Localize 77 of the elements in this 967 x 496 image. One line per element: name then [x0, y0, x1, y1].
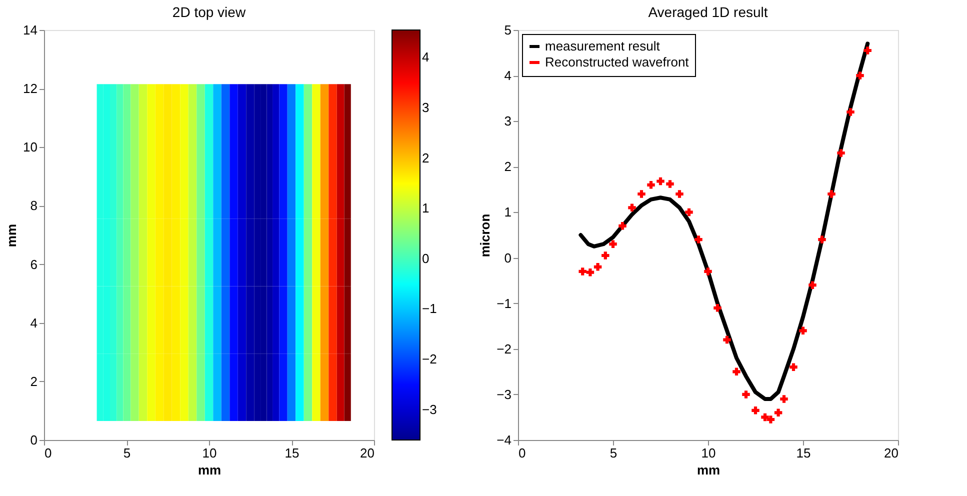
y-tick-label: 5 — [504, 22, 512, 38]
point — [638, 190, 646, 198]
y-axis-title: micron — [478, 214, 493, 258]
point — [780, 395, 788, 403]
y-tick-label: 4 — [30, 315, 38, 330]
x-tick-label: 5 — [610, 446, 618, 460]
color-bar-label: −3 — [422, 402, 437, 417]
y-tick-label: −4 — [496, 432, 512, 448]
x-tick-label: 15 — [796, 446, 811, 460]
y-tick-label: 3 — [504, 114, 512, 129]
legend-label: measurement result — [545, 38, 660, 54]
y-tick-label: 1 — [504, 204, 512, 220]
point — [666, 180, 674, 188]
point — [799, 326, 807, 335]
x-axis-title: mm — [696, 462, 720, 478]
point — [856, 72, 864, 80]
x-tick-label: 0 — [44, 446, 52, 460]
y-tick-label: 10 — [23, 140, 38, 155]
point — [594, 263, 602, 271]
point — [761, 413, 769, 422]
y-tick-label: 2 — [30, 374, 38, 389]
color-bar-label: 4 — [422, 50, 430, 65]
x-tick-label: 0 — [518, 446, 526, 460]
point — [752, 406, 760, 414]
point — [628, 204, 636, 212]
point — [774, 408, 782, 417]
point — [742, 390, 750, 398]
y-tick-label: 12 — [23, 81, 38, 96]
chart-title: Averaged 1D result — [648, 4, 768, 20]
chart-title: 2D top view — [172, 4, 246, 20]
color-bar-label: −2 — [422, 352, 437, 367]
color-bar-label: 0 — [422, 250, 430, 266]
point — [766, 416, 775, 424]
point — [578, 268, 586, 276]
y-tick-label: −3 — [496, 386, 512, 402]
point — [704, 268, 712, 276]
point — [694, 236, 702, 244]
x-tick-label: 20 — [884, 446, 898, 460]
point — [808, 281, 816, 289]
point — [837, 149, 845, 157]
y-axis-title: mm — [4, 224, 20, 248]
y-tick-label: 0 — [504, 250, 512, 266]
color-bar-label: 3 — [422, 100, 430, 115]
y-tick-label: 2 — [504, 159, 512, 174]
x-axis-title: mm — [198, 462, 222, 478]
point — [864, 46, 872, 54]
point — [656, 177, 664, 186]
color-bar-label: −1 — [422, 301, 437, 316]
x-tick-label: 5 — [123, 446, 131, 460]
point — [818, 236, 826, 244]
point — [732, 368, 740, 376]
point — [714, 304, 722, 312]
point — [586, 268, 594, 276]
y-tick-label: 4 — [504, 68, 512, 84]
y-tick-label: 8 — [30, 198, 38, 214]
y-tick-label: 6 — [30, 256, 38, 272]
point — [846, 108, 854, 116]
color-bar-label: 2 — [422, 150, 430, 166]
x-tick-label: 20 — [360, 446, 374, 460]
point — [828, 190, 836, 198]
color-bar-label: 1 — [422, 200, 430, 216]
point — [602, 252, 610, 260]
point — [618, 222, 626, 230]
x-tick-label: 15 — [284, 446, 300, 460]
y-tick-label: −1 — [496, 296, 512, 311]
y-tick-label: 14 — [23, 22, 38, 38]
point — [609, 240, 617, 248]
y-tick-label: 0 — [30, 432, 38, 448]
point — [723, 336, 731, 344]
x-tick-label: 10 — [701, 446, 716, 460]
point — [790, 363, 798, 371]
y-tick-label: −2 — [496, 341, 512, 356]
x-tick-label: 10 — [202, 446, 217, 460]
point — [685, 208, 693, 216]
legend-label: Reconstructed wavefront — [545, 54, 690, 70]
point — [647, 181, 655, 189]
point — [676, 190, 684, 198]
